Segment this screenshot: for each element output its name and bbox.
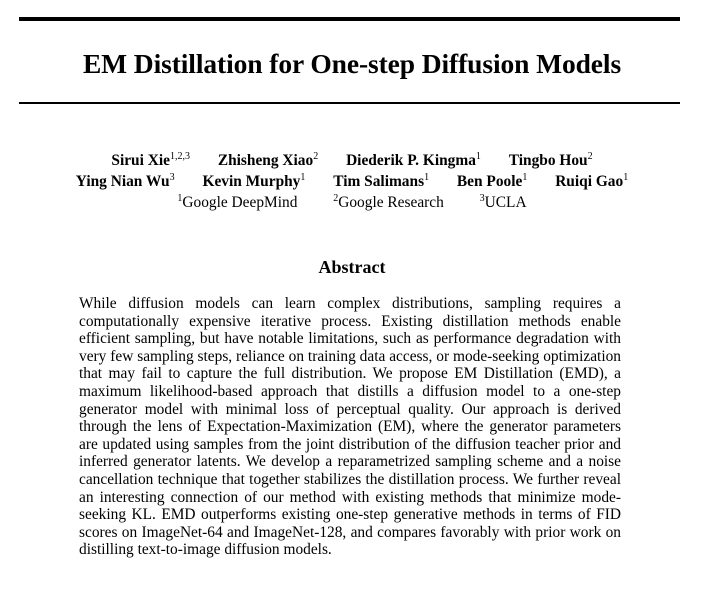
author-line-2: Ying Nian Wu3 Kevin Murphy1 Tim Salimans… <box>0 172 704 193</box>
abstract-heading: Abstract <box>318 257 386 277</box>
author: Ruiqi Gao1 <box>555 172 629 190</box>
author: Kevin Murphy1 <box>202 172 306 190</box>
affiliation: 2Google Research <box>333 193 444 211</box>
author: Zhisheng Xiao2 <box>217 151 319 169</box>
paper-title: EM Distillation for One-step Diffusion M… <box>82 48 622 79</box>
abstract-text: While diffusion models can learn complex… <box>79 295 621 559</box>
author: Diederik P. Kingma1 <box>346 151 481 169</box>
title-bottom-rule <box>19 102 680 104</box>
affiliation: 1Google DeepMind <box>177 193 298 211</box>
affiliation: 3UCLA <box>479 193 527 211</box>
author: Sirui Xie1,2,3 <box>111 151 190 169</box>
author: Ying Nian Wu3 <box>75 172 175 190</box>
author: Ben Poole1 <box>456 172 528 190</box>
author: Tim Salimans1 <box>333 172 430 190</box>
author-line-1: Sirui Xie1,2,3 Zhisheng Xiao2 Diederik P… <box>0 151 704 172</box>
top-rule <box>19 17 680 21</box>
affiliation-line: 1Google DeepMind 2Google Research 3UCLA <box>0 193 704 214</box>
author: Tingbo Hou2 <box>508 151 593 169</box>
author-block: Sirui Xie1,2,3 Zhisheng Xiao2 Diederik P… <box>0 151 704 214</box>
